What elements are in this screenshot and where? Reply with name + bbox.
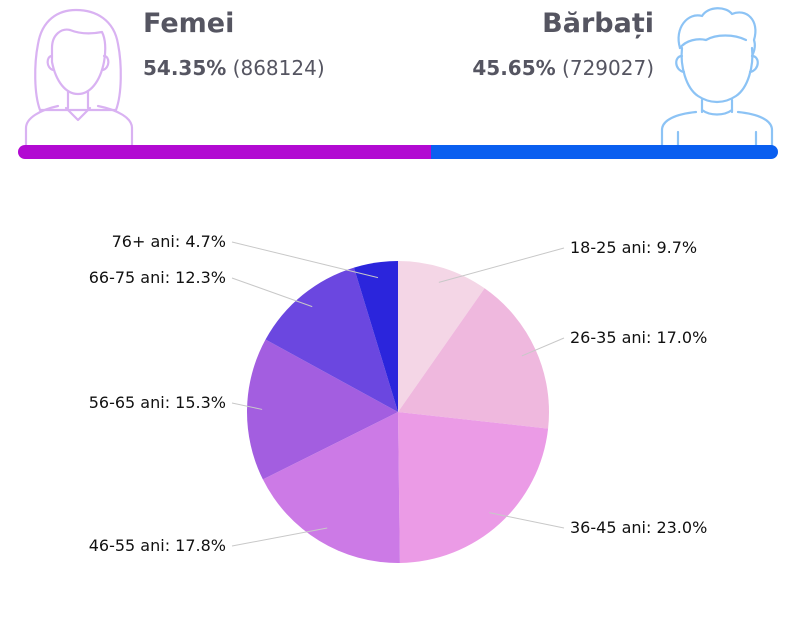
- woman-avatar-icon: [24, 8, 134, 146]
- female-title: Femei: [143, 8, 235, 39]
- slice-label-4: 46-55 ani: 17.8%: [89, 536, 226, 555]
- pie-slice-2: [398, 288, 550, 429]
- leader-line-2: [521, 337, 565, 357]
- leader-line-7: [231, 241, 379, 279]
- slice-label-5: 56-65 ani: 15.3%: [89, 393, 226, 412]
- slice-label-2: 26-35 ani: 17.0%: [570, 328, 707, 347]
- female-percent: 54.35%: [143, 56, 227, 80]
- pie-slice-6: [265, 267, 398, 412]
- female-share-segment: [18, 145, 432, 159]
- leader-line-1: [438, 247, 565, 283]
- leader-line-5: [231, 402, 263, 410]
- female-stat: 54.35% (868124): [143, 56, 325, 80]
- slice-label-6: 66-75 ani: 12.3%: [89, 268, 226, 287]
- slice-label-1: 18-25 ani: 9.7%: [570, 238, 697, 257]
- male-percent: 45.65%: [472, 56, 556, 80]
- male-title: Bărbați: [542, 8, 654, 39]
- pie-slice-5: [246, 339, 398, 480]
- leader-line-6: [231, 277, 313, 308]
- slice-label-7: 76+ ani: 4.7%: [112, 232, 226, 251]
- leader-line-4: [231, 527, 328, 547]
- pie-slice-4: [262, 412, 400, 563]
- leader-line-3: [489, 512, 565, 529]
- man-avatar-icon: [660, 7, 774, 146]
- female-count: (868124): [232, 56, 325, 80]
- male-count: (729027): [562, 56, 654, 80]
- slice-label-3: 36-45 ani: 23.0%: [570, 518, 707, 537]
- male-stat: 45.65% (729027): [472, 56, 654, 80]
- pie-slice-3: [398, 412, 549, 563]
- pie-slice-1: [398, 261, 485, 412]
- male-share-segment: [431, 145, 778, 159]
- pie-slice-7: [353, 261, 398, 412]
- gender-share-bar: [18, 145, 778, 159]
